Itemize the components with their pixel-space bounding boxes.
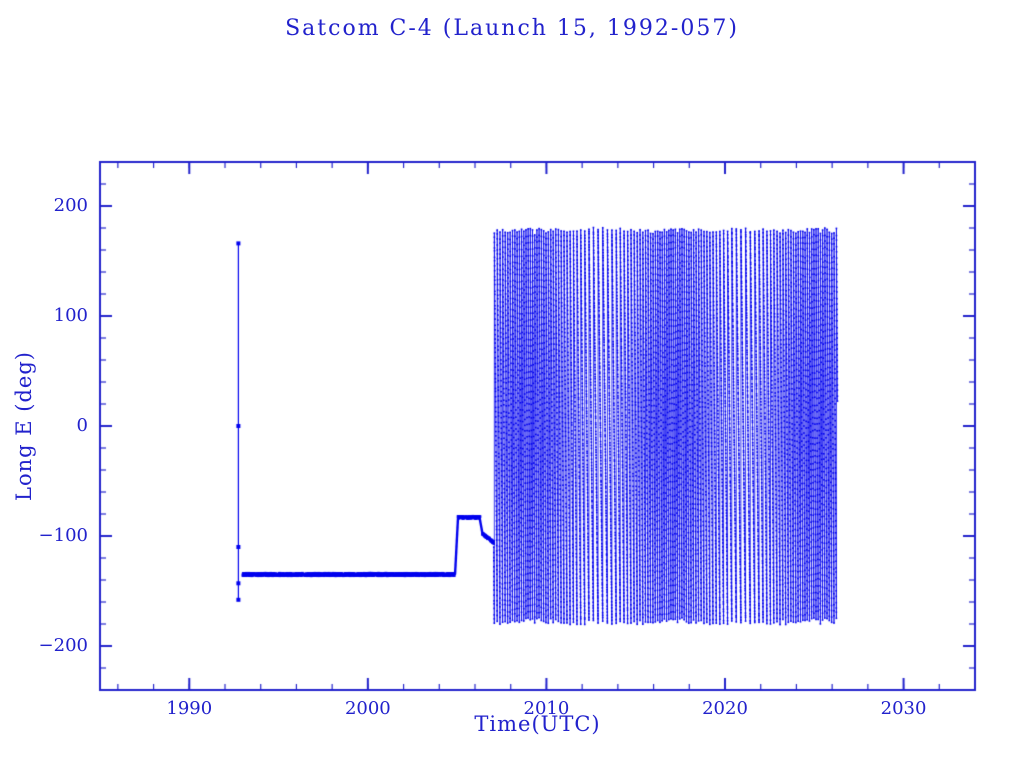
chart-title: Satcom C-4 (Launch 15, 1992-057) [285,16,739,41]
x-tick-label: 2010 [523,698,570,719]
x-axis-label: Time(UTC) [474,712,601,736]
x-tick-label: 2000 [344,698,391,719]
x-tick-label: 2030 [880,698,927,719]
y-tick-label: 0 [76,415,88,436]
y-tick-label: 100 [53,305,88,326]
y-tick-label: −200 [38,635,88,656]
y-tick-label: −100 [38,525,88,546]
x-tick-label: 1990 [166,698,213,719]
x-tick-label: 2020 [702,698,748,719]
y-tick-label: 200 [53,195,88,216]
